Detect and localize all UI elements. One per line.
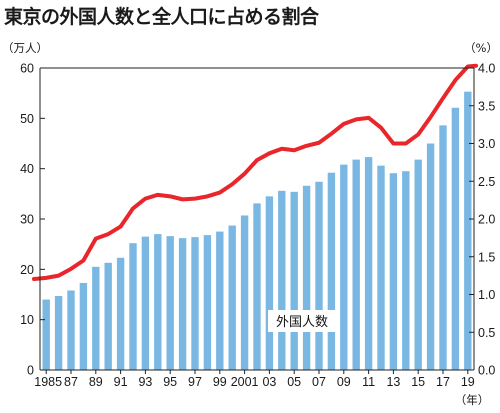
left-unit-label: （万人） — [2, 41, 48, 55]
y-left-tick-label: 10 — [20, 313, 34, 327]
bar-1991 — [116, 257, 125, 370]
series-label-box — [268, 310, 336, 332]
y-left-tick-label: 0 — [27, 364, 34, 378]
bar-1998 — [203, 235, 212, 370]
y-left-tick-label: 30 — [20, 213, 34, 227]
x-tick-label: 95 — [163, 375, 177, 389]
bar-2012 — [377, 165, 385, 370]
x-tick-label: 91 — [114, 375, 128, 389]
x-tick-label: 1985 — [34, 375, 62, 389]
y-right-tick-label: 1.5 — [478, 250, 495, 264]
x-tick-label: 87 — [64, 375, 78, 389]
chart-title: 東京の外国人数と全人口に占める割合 — [4, 6, 319, 28]
bar-2004 — [278, 190, 286, 370]
x-tick-label: 19 — [461, 375, 475, 389]
bar-1995 — [166, 236, 174, 370]
x-tick-label: 09 — [337, 375, 351, 389]
y-right-tick-label: 3.5 — [478, 99, 495, 113]
x-tick-label: 13 — [386, 375, 400, 389]
bar-2018 — [451, 107, 460, 370]
x-tick-label: 97 — [188, 375, 202, 389]
bar-1992 — [129, 243, 137, 370]
right-unit-label: （%） — [464, 41, 498, 55]
y-right-tick-label: 2.0 — [478, 213, 495, 227]
bar-2000 — [228, 225, 236, 370]
x-tick-label: 07 — [312, 375, 326, 389]
bar-1986 — [54, 296, 63, 370]
bar-2005 — [290, 191, 298, 370]
x-tick-label: 93 — [138, 375, 152, 389]
x-tick-label: 03 — [262, 375, 276, 389]
y-right-tick-label: 3.0 — [478, 137, 495, 151]
y-right-tick-label: 2.5 — [478, 175, 495, 189]
x-unit-label: （年） — [455, 393, 490, 407]
ratio-line — [32, 63, 478, 282]
y-right-tick-label: 1.0 — [478, 288, 495, 302]
bar-1988 — [79, 282, 88, 370]
bar-2011 — [364, 157, 373, 370]
y-right-tick-label: 0.5 — [478, 326, 495, 340]
x-tick-label: 05 — [287, 375, 301, 389]
bar-2014 — [402, 171, 410, 370]
bar-2009 — [340, 164, 348, 370]
axes-layer — [39, 67, 475, 374]
bar-1989 — [92, 266, 100, 370]
bar-1990 — [104, 262, 112, 370]
bar-1999 — [216, 231, 224, 370]
line-layer — [32, 63, 478, 282]
x-tick-label: 89 — [89, 375, 103, 389]
y-left-tick-label: 40 — [20, 162, 34, 176]
bar-2008 — [327, 172, 336, 370]
bar-2019 — [464, 91, 472, 370]
x-tick-label: 15 — [411, 375, 425, 389]
bar-2013 — [389, 173, 398, 370]
x-tick-label: 99 — [213, 375, 227, 389]
y-left-tick-label: 50 — [20, 112, 34, 126]
bar-1994 — [154, 234, 162, 370]
series-label: 外国人数 — [276, 315, 328, 330]
bar-2015 — [414, 159, 422, 370]
bar-2007 — [315, 181, 323, 370]
bar-2006 — [302, 185, 311, 370]
bar-2003 — [265, 196, 274, 370]
bar-1996 — [178, 238, 187, 370]
y-left-tick-label: 60 — [20, 62, 34, 76]
bar-1997 — [191, 237, 199, 370]
bar-1987 — [67, 290, 75, 370]
y-right-tick-label: 0.0 — [478, 364, 495, 378]
bar-2001 — [240, 215, 249, 370]
bar-2016 — [426, 143, 435, 370]
y-right-tick-label: 4.0 — [478, 62, 495, 76]
bar-2017 — [439, 125, 447, 370]
bar-1985 — [42, 299, 50, 370]
bars-layer — [42, 91, 472, 370]
bar-1993 — [141, 236, 150, 370]
labels-layer: 0 10 20 30 40 50 60 0.0 0.5 1.0 1.5 2.0 2.5 3.0 3.5 4.0… — [2, 41, 498, 407]
bar-2002 — [253, 203, 261, 370]
x-tick-label: 11 — [362, 375, 375, 389]
x-tick-label: 17 — [436, 375, 450, 389]
bar-2010 — [352, 159, 360, 370]
x-tick-label: 2001 — [231, 375, 259, 389]
y-left-tick-label: 20 — [20, 263, 34, 277]
